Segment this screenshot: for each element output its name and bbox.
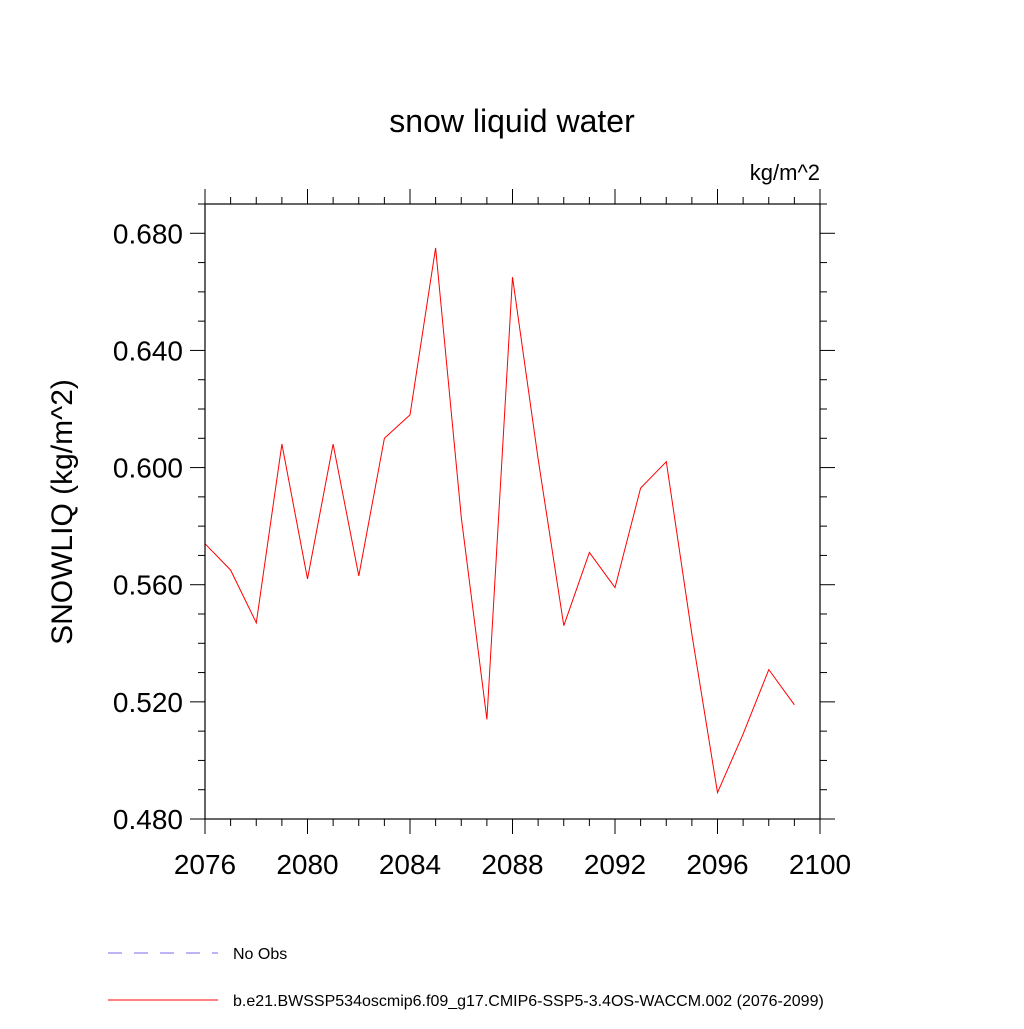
x-tick-label: 2088 (481, 849, 543, 880)
axis-tick-labels: 2076 2080 2084 2088 2092 2096 2100 0.480 0.520 0.… (113, 218, 851, 880)
units-label: kg/m^2 (750, 160, 820, 185)
axis-ticks (190, 189, 835, 834)
y-tick-label: 0.560 (113, 570, 183, 601)
x-tick-label: 2080 (276, 849, 338, 880)
series-layer (204, 247, 795, 795)
x-tick-label: 2092 (584, 849, 646, 880)
series-line-0 (204, 247, 795, 795)
legend: No Obs b.e21.BWSSP534oscmip6.f09_g17.CMI… (108, 946, 824, 1010)
legend-label-no-obs: No Obs (233, 946, 287, 963)
plot-frame (204, 203, 821, 820)
y-tick-label: 0.600 (113, 453, 183, 484)
chart-title: snow liquid water (389, 103, 635, 139)
x-tick-label: 2096 (686, 849, 748, 880)
legend-label-model-run: b.e21.BWSSP534oscmip6.f09_g17.CMIP6-SSP5… (233, 993, 824, 1010)
y-axis-label: SNOWLIQ (kg/m^2) (46, 379, 79, 645)
y-tick-label: 0.480 (113, 804, 183, 835)
y-tick-label: 0.520 (113, 687, 183, 718)
x-tick-label: 2100 (789, 849, 851, 880)
y-tick-label: 0.640 (113, 335, 183, 366)
y-tick-label: 0.680 (113, 218, 183, 249)
x-tick-label: 2084 (379, 849, 441, 880)
x-tick-label: 2076 (174, 849, 236, 880)
